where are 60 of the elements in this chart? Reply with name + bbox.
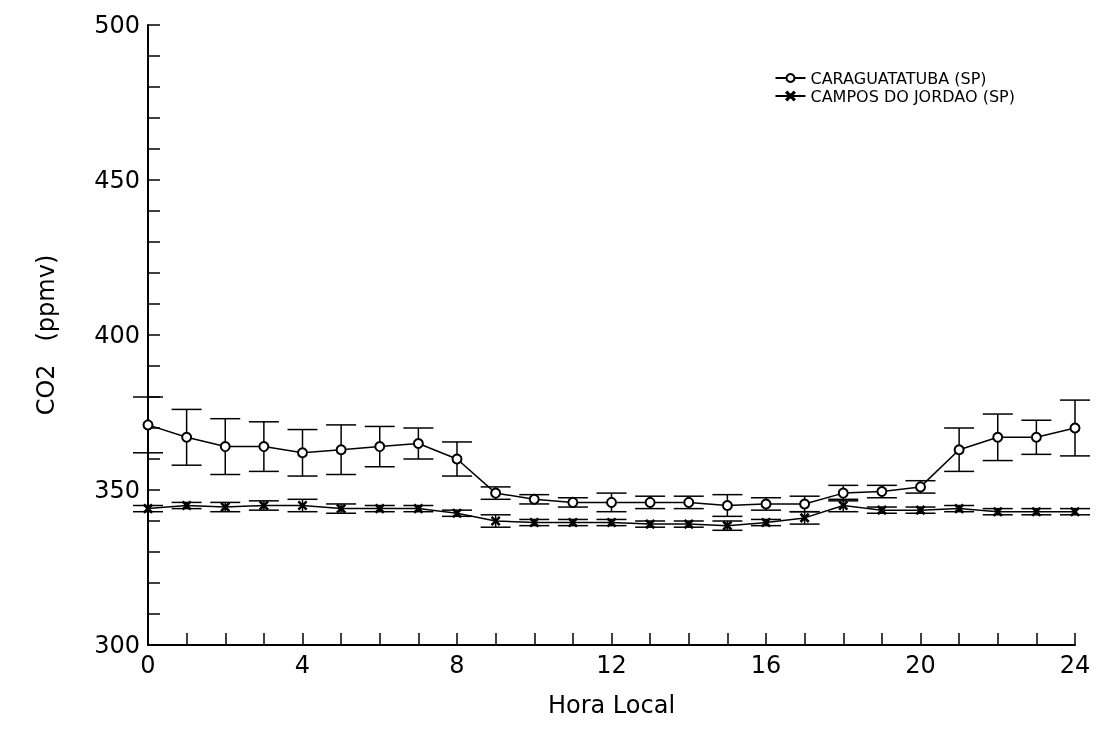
point (181, 500, 192, 511)
point (375, 503, 385, 514)
y-tick-label: 500 (94, 11, 140, 39)
y-tick-label: 400 (94, 321, 140, 349)
point (142, 419, 154, 431)
y-tick-label: 300 (94, 631, 140, 659)
legend-label: CAMPOS DO JORDAO (SP) (810, 86, 1016, 106)
legend-label: CARAGUATATUBA (SP) (810, 68, 987, 88)
point (259, 500, 269, 511)
y-axis-title: CO2 (ppmv) (32, 254, 60, 416)
point (954, 503, 964, 514)
point (683, 496, 695, 508)
point (645, 519, 655, 529)
point (258, 441, 270, 453)
x-tick-label: 24 (1059, 651, 1091, 679)
y-tick-label: 350 (94, 476, 140, 504)
y-tick-label: 450 (94, 166, 140, 194)
point (606, 517, 617, 528)
x-tick-label: 4 (294, 651, 311, 679)
point (1030, 431, 1042, 443)
point (490, 516, 501, 526)
point (877, 505, 887, 515)
point (374, 441, 386, 453)
point (721, 500, 733, 511)
point (336, 503, 346, 514)
point (953, 444, 965, 456)
point (761, 517, 771, 528)
point (1069, 422, 1081, 434)
point (1031, 506, 1042, 517)
point (297, 447, 308, 459)
point (220, 502, 230, 512)
x-tick-label: 20 (905, 651, 936, 679)
point (567, 496, 579, 508)
point (992, 431, 1004, 443)
x-tick-label: 12 (596, 651, 627, 679)
point (412, 438, 424, 449)
point (684, 519, 694, 529)
point (490, 487, 502, 499)
point (644, 496, 656, 508)
point (915, 481, 926, 493)
point (451, 453, 463, 465)
point (181, 431, 193, 443)
point (876, 486, 888, 498)
point (528, 493, 540, 505)
point (143, 503, 153, 514)
point (335, 444, 347, 456)
point (722, 520, 733, 531)
point (529, 517, 539, 528)
x-tick-label: 0 (140, 651, 156, 679)
x-tick-label: 16 (750, 651, 782, 679)
point (568, 517, 578, 528)
x-axis-title: Hora Local (547, 691, 676, 719)
point (915, 505, 926, 515)
point (452, 508, 462, 518)
point (760, 498, 772, 510)
x-tick-label: 8 (449, 651, 465, 679)
point (606, 496, 617, 508)
point (993, 506, 1003, 517)
point (219, 441, 231, 453)
point (413, 503, 424, 514)
